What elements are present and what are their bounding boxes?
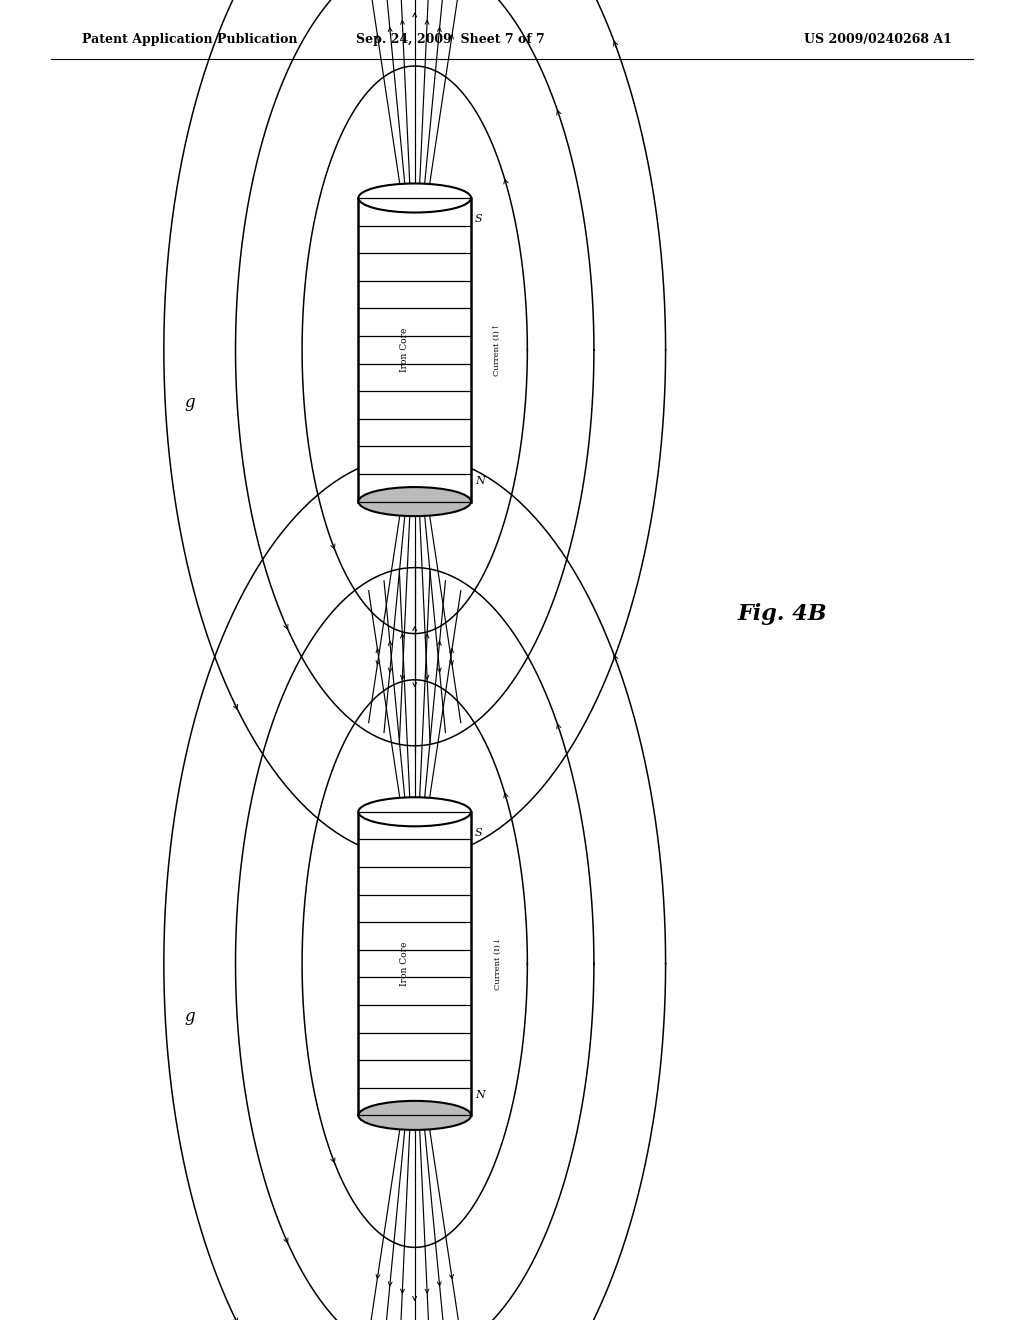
Text: g: g <box>184 395 195 411</box>
Text: g: g <box>184 1008 195 1024</box>
Ellipse shape <box>358 1101 471 1130</box>
Text: N: N <box>475 1089 485 1100</box>
FancyBboxPatch shape <box>358 198 471 502</box>
Text: N: N <box>475 475 485 486</box>
Text: S: S <box>475 214 482 224</box>
Text: S: S <box>475 828 482 838</box>
Ellipse shape <box>358 487 471 516</box>
Text: Current (I)↑: Current (I)↑ <box>494 323 502 376</box>
Text: Iron Core: Iron Core <box>400 941 409 986</box>
Text: Patent Application Publication: Patent Application Publication <box>82 33 297 46</box>
Text: Fig. 4B: Fig. 4B <box>737 603 826 624</box>
Text: Iron Core: Iron Core <box>400 327 409 372</box>
Text: Sep. 24, 2009  Sheet 7 of 7: Sep. 24, 2009 Sheet 7 of 7 <box>356 33 545 46</box>
Text: US 2009/0240268 A1: US 2009/0240268 A1 <box>805 33 952 46</box>
Ellipse shape <box>358 797 471 826</box>
Text: Current (I)↓: Current (I)↓ <box>494 937 502 990</box>
FancyBboxPatch shape <box>358 812 471 1115</box>
Ellipse shape <box>358 183 471 213</box>
